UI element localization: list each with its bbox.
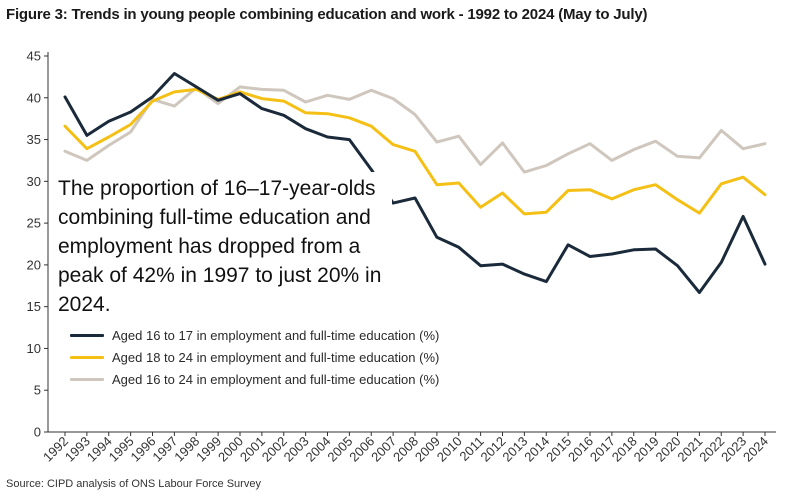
- y-tick-label: 10: [27, 341, 41, 356]
- series-line: [63, 85, 767, 174]
- y-tick-label: 40: [27, 90, 41, 105]
- legend-item: Aged 16 to 17 in employment and full-tim…: [70, 324, 439, 346]
- legend-label: Aged 18 to 24 in employment and full-tim…: [112, 349, 440, 365]
- y-tick-label: 25: [27, 216, 41, 231]
- legend-item: Aged 18 to 24 in employment and full-tim…: [70, 346, 439, 368]
- y-tick-label: 0: [34, 425, 41, 440]
- y-tick-label: 45: [27, 49, 41, 64]
- y-tick-label: 30: [27, 174, 41, 189]
- chart-legend: Aged 16 to 17 in employment and full-tim…: [70, 324, 439, 390]
- y-tick-label: 20: [27, 257, 41, 272]
- y-tick-label: 15: [27, 299, 41, 314]
- legend-swatch: [70, 377, 104, 381]
- source-note: Source: CIPD analysis of ONS Labour Forc…: [6, 478, 261, 490]
- series-lines: [63, 72, 767, 294]
- legend-swatch: [70, 355, 104, 359]
- series-line: [63, 87, 767, 216]
- legend-label: Aged 16 to 17 in employment and full-tim…: [112, 327, 440, 343]
- y-axis: 0 5 10 15 20 25 30 35 40 45: [27, 49, 49, 440]
- y-tick-label: 5: [34, 383, 41, 398]
- legend-swatch: [70, 333, 104, 337]
- series-line: [63, 72, 767, 294]
- legend-label: Aged 16 to 24 in employment and full-tim…: [112, 371, 440, 387]
- figure-title: Figure 3: Trends in young people combini…: [6, 6, 648, 23]
- chart-annotation: The proportion of 16–17-year-olds combin…: [54, 172, 392, 323]
- x-tick-label: 2024: [740, 434, 771, 465]
- legend-item: Aged 16 to 24 in employment and full-tim…: [70, 368, 439, 390]
- y-tick-label: 35: [27, 132, 41, 147]
- x-axis: 1992199319941995199619971998199920002001…: [40, 431, 776, 465]
